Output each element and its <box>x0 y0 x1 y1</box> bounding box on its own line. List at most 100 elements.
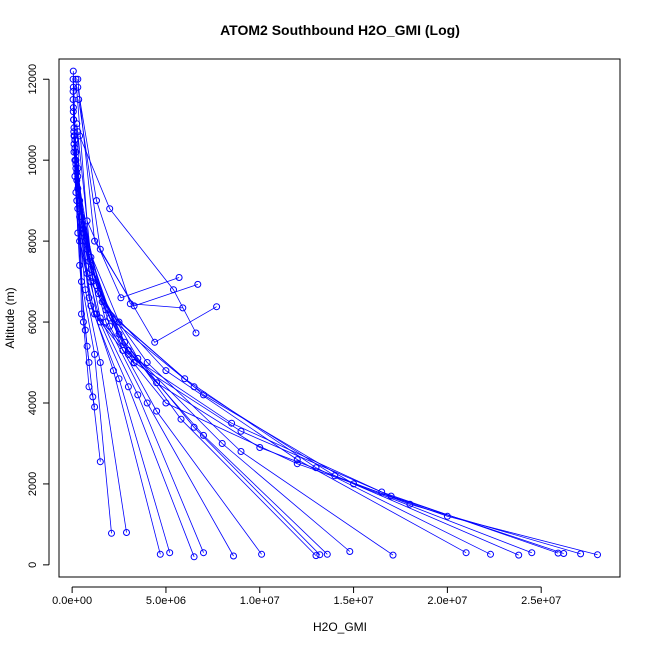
y-axis: 0 2000 4000 6000 8000 10000 12000 <box>27 64 50 568</box>
data-point <box>96 245 104 253</box>
data-point <box>293 460 301 468</box>
data-point <box>108 529 115 537</box>
data-point <box>119 346 127 354</box>
y-tick-label: 12000 <box>27 64 39 95</box>
series-line-15 <box>74 147 234 557</box>
data-point <box>96 458 104 466</box>
plot-frame <box>58 58 621 578</box>
series-line-4 <box>75 168 559 554</box>
data-point <box>346 548 354 555</box>
data-point <box>316 551 324 559</box>
series-line-25 <box>78 99 217 343</box>
data-point <box>106 205 114 213</box>
data-point <box>487 550 494 558</box>
data-point <box>515 551 523 559</box>
series-line-28 <box>76 123 135 364</box>
data-point <box>74 128 82 136</box>
data-point <box>190 423 198 431</box>
data-point <box>200 431 207 439</box>
data-point <box>528 549 536 557</box>
data-point <box>69 87 77 95</box>
data-point <box>151 338 159 346</box>
y-tick-label: 2000 <box>27 472 39 496</box>
data-point <box>85 383 93 391</box>
data-point <box>350 480 358 488</box>
data-point <box>179 304 187 312</box>
data-point <box>181 375 189 383</box>
data-point <box>323 550 331 558</box>
data-point <box>213 303 221 311</box>
series-line-7 <box>73 143 491 555</box>
series-line-18 <box>73 127 171 553</box>
y-tick-label: 6000 <box>27 310 39 334</box>
series-line-24 <box>75 79 180 299</box>
data-point <box>81 326 89 334</box>
data-point <box>93 197 100 205</box>
data-point <box>554 549 562 557</box>
data-point <box>91 310 99 318</box>
y-axis-label: Altitude (m) <box>3 287 17 348</box>
chart-title: ATOM2 Southbound H2O_GMI (Log) <box>220 22 460 38</box>
data-point <box>143 399 151 407</box>
x-tick-label: 1.0e+07 <box>240 595 280 607</box>
data-point <box>102 318 110 326</box>
data-point <box>75 96 83 103</box>
x-axis-label: H2O_GMI <box>313 620 367 634</box>
x-tick-label: 5.0e+06 <box>146 595 186 607</box>
y-tick-label: 0 <box>27 562 39 568</box>
data-point <box>69 67 77 75</box>
data-point <box>123 529 130 536</box>
data-point <box>130 359 138 367</box>
series-line-10 <box>73 107 351 552</box>
data-point <box>74 83 82 91</box>
data-point <box>177 415 185 423</box>
data-point <box>93 310 100 318</box>
data-point <box>126 300 134 308</box>
data-point <box>175 274 183 281</box>
series-line-1 <box>74 139 598 556</box>
data-point <box>121 338 129 346</box>
series-layer <box>69 67 601 561</box>
data-point <box>115 330 123 338</box>
data-point <box>194 280 202 288</box>
data-point <box>109 367 117 375</box>
data-point <box>218 440 226 447</box>
data-point <box>237 427 245 435</box>
data-point <box>85 294 93 302</box>
data-point <box>134 391 142 399</box>
series-line-2 <box>74 135 581 555</box>
data-point <box>78 310 85 318</box>
data-point <box>312 552 320 560</box>
x-axis: 0.0e+00 5.0e+06 1.0e+07 1.5e+07 2.0e+07 2.5e+… <box>52 586 561 607</box>
x-tick-label: 2.0e+07 <box>427 595 467 607</box>
y-tick-label: 4000 <box>27 391 39 415</box>
series-line-17 <box>73 135 195 557</box>
x-tick-label: 1.5e+07 <box>334 595 374 607</box>
data-point <box>166 549 174 557</box>
data-point <box>124 383 132 391</box>
data-point <box>594 551 601 559</box>
data-point <box>577 550 585 558</box>
data-point <box>76 132 84 140</box>
data-point <box>156 550 164 558</box>
y-tick-label: 8000 <box>27 229 39 253</box>
data-point <box>79 318 87 326</box>
data-point <box>72 75 80 83</box>
series-line-27 <box>77 87 183 309</box>
data-point <box>117 294 125 302</box>
data-point <box>89 393 97 401</box>
x-tick-label: 2.5e+07 <box>521 595 561 607</box>
data-point <box>230 552 237 560</box>
data-point <box>91 403 99 411</box>
data-point <box>73 120 81 128</box>
data-point <box>312 464 320 472</box>
data-point <box>170 286 177 294</box>
data-point <box>76 261 84 269</box>
data-point <box>96 314 104 322</box>
data-point <box>389 551 397 559</box>
data-point <box>91 350 99 358</box>
x-tick-label: 0.0e+00 <box>52 595 92 607</box>
series-line-26 <box>79 135 197 334</box>
y-tick-label: 10000 <box>27 145 39 176</box>
series-line-14 <box>75 152 262 555</box>
